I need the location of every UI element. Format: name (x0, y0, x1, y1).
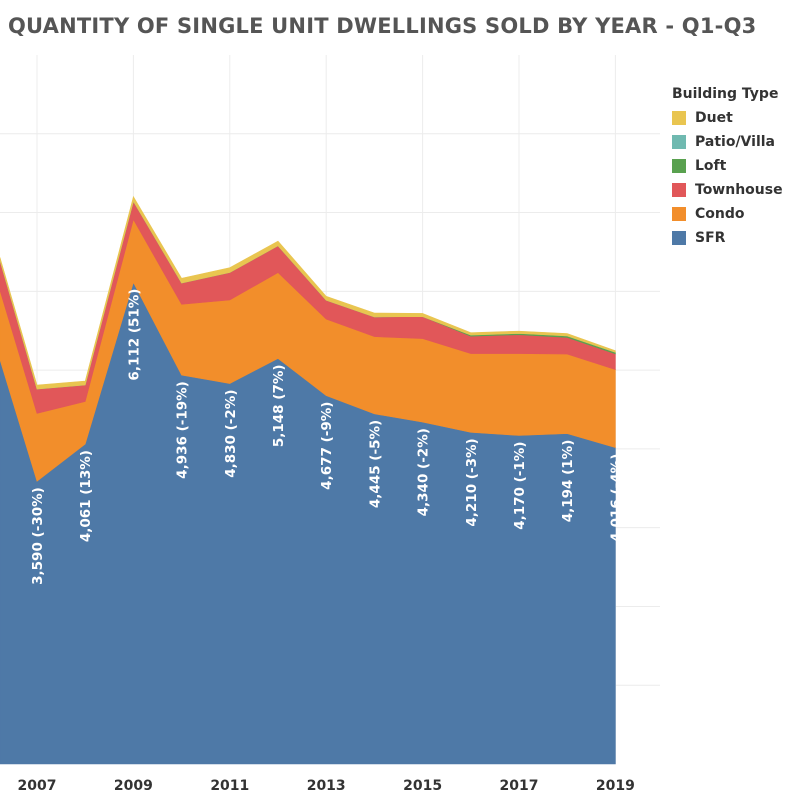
legend-item-loft[interactable]: Loft (672, 154, 783, 178)
legend-item-condo[interactable]: Condo (672, 202, 783, 226)
x-tick-label: 2017 (500, 778, 539, 794)
legend-swatch (672, 111, 686, 125)
data-label: 4,677 (-9%) (319, 402, 335, 490)
legend-label: Patio/Villa (695, 134, 775, 150)
legend-label: Condo (695, 206, 745, 222)
x-tick-label: 2007 (18, 778, 57, 794)
legend-item-townhouse[interactable]: Townhouse (672, 178, 783, 202)
legend-item-patio-villa[interactable]: Patio/Villa (672, 130, 783, 154)
data-label: 4,830 (-2%) (223, 390, 239, 478)
data-label: 6,112 (51%) (126, 289, 142, 381)
data-label: 5,148 (7%) (271, 364, 287, 447)
x-tick-label: 2019 (596, 778, 635, 794)
data-label: 3,590 (-30%) (30, 487, 46, 585)
data-label: 4,061 (13%) (78, 450, 94, 542)
data-label: 4,340 (-2%) (416, 428, 432, 516)
legend-title: Building Type (672, 86, 779, 102)
data-label: 4,445 (-5%) (367, 420, 383, 508)
area-duet (0, 195, 616, 390)
stacked-areas (0, 195, 616, 765)
data-label: 4,210 (-3%) (464, 438, 480, 526)
legend-swatch (672, 135, 686, 149)
x-tick-label: 2011 (210, 778, 249, 794)
legend-swatch (672, 207, 686, 221)
chart-title: QUANTITY OF SINGLE UNIT DWELLINGS SOLD B… (8, 14, 757, 38)
legend-item-duet[interactable]: Duet (672, 106, 783, 130)
legend-label: Townhouse (695, 182, 783, 198)
legend-swatch (672, 231, 686, 245)
legend-items: Duet Patio/Villa Loft Townhouse Condo SFR (672, 106, 783, 250)
data-label: 4,936 (-19%) (175, 381, 191, 479)
x-axis: 2007 2009 2011 2013 2015 2017 2019 (18, 778, 635, 794)
data-labels: 3,590 (-30%) 4,061 (13%) 6,112 (51%) 4,936 … (30, 289, 624, 585)
x-tick-label: 2009 (114, 778, 153, 794)
data-label: 4,170 (-1%) (512, 441, 528, 529)
x-tick-label: 2015 (403, 778, 442, 794)
legend-label: SFR (695, 230, 726, 246)
legend: Building Type Duet Patio/Villa Loft Townhou… (672, 86, 783, 250)
data-label: 4,016 (-4%) (608, 454, 624, 542)
legend-swatch (672, 159, 686, 173)
x-tick-label: 2013 (307, 778, 346, 794)
legend-label: Loft (695, 158, 727, 174)
legend-swatch (672, 183, 686, 197)
legend-item-sfr[interactable]: SFR (672, 226, 783, 250)
legend-label: Duet (695, 110, 733, 126)
data-label: 4,194 (1%) (560, 440, 576, 523)
